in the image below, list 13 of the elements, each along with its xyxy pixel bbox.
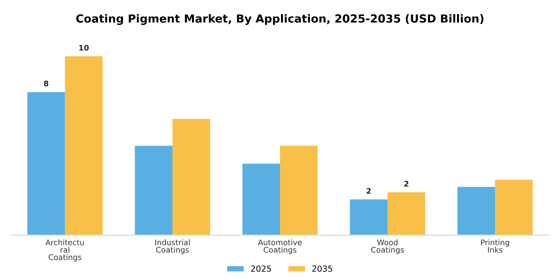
bar [457,186,496,236]
bar [242,164,280,236]
bar [280,146,318,236]
bar [172,118,210,236]
bar [350,199,388,236]
legend-label: 2035 [312,265,332,272]
legend-label: 2025 [251,265,271,272]
bar [64,56,103,236]
bar [495,180,533,236]
bar [134,146,172,236]
bar [27,92,65,236]
chart-title: Coating Pigment Market, By Application, 2025-2035 (USD Billion) [76,14,484,25]
bar [388,192,426,236]
